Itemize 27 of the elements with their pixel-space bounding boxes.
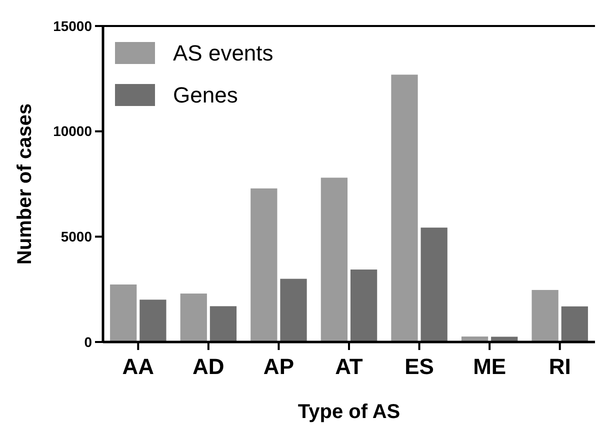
x-tick-label: RI: [548, 354, 571, 379]
bar: [350, 270, 378, 342]
x-tick-label: ME: [473, 354, 506, 379]
y-tick-label: 0: [84, 334, 92, 350]
x-tick-label: AA: [122, 354, 154, 379]
bar: [532, 290, 558, 342]
x-axis-title: Type of AS: [298, 401, 400, 423]
bar: [280, 278, 307, 342]
x-tick-label: AP: [263, 354, 294, 379]
bar: [140, 300, 166, 342]
y-tick-label: 10000: [53, 123, 92, 140]
y-axis-title: Number of cases: [14, 103, 36, 265]
y-tick-label: 5000: [60, 228, 92, 245]
x-tick-label: ES: [404, 354, 434, 379]
x-tick-label: AT: [335, 354, 364, 379]
y-tick-label: 15000: [53, 18, 92, 34]
x-tick-label: AD: [192, 354, 224, 379]
legend-label: Genes: [173, 82, 238, 108]
bar: [180, 294, 207, 342]
legend-label: AS events: [173, 40, 274, 66]
bar: [561, 306, 588, 342]
bar: [420, 228, 448, 342]
bar: [320, 178, 348, 342]
bar: [250, 188, 278, 342]
bar: [210, 306, 237, 342]
bar: [391, 74, 418, 342]
bar: [110, 284, 137, 342]
